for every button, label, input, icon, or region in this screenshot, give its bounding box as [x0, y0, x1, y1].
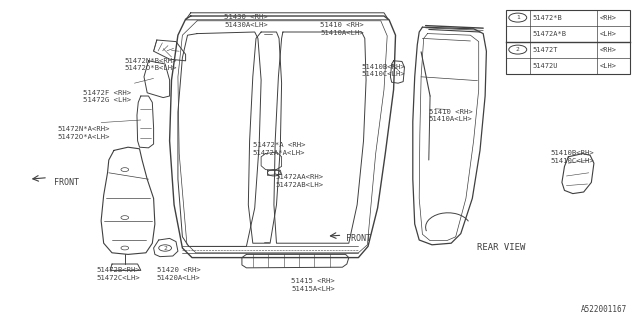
Text: <LH>: <LH>	[600, 63, 617, 68]
Text: 51410B<RH>
51410C<LH>: 51410B<RH> 51410C<LH>	[362, 64, 405, 77]
Text: 51472T: 51472T	[532, 47, 558, 52]
Text: <LH>: <LH>	[600, 31, 617, 36]
Text: 51472F <RH>
51472G <LH>: 51472F <RH> 51472G <LH>	[83, 90, 131, 103]
Text: 51472N*B<RH>
51472O*B<LH>: 51472N*B<RH> 51472O*B<LH>	[125, 58, 177, 71]
Text: FRONT: FRONT	[54, 178, 79, 187]
Text: 51472B<RH>
51472C<LH>: 51472B<RH> 51472C<LH>	[96, 267, 140, 281]
Text: FRONT: FRONT	[346, 234, 371, 243]
Text: <RH>: <RH>	[600, 47, 617, 52]
Text: 51410B<RH>
51410C<LH>: 51410B<RH> 51410C<LH>	[550, 150, 594, 164]
Bar	[506, 10, 630, 74]
Text: A522001167: A522001167	[581, 305, 627, 314]
Text: 2: 2	[163, 245, 167, 251]
Text: 51472AA<RH>
51472AB<LH>: 51472AA<RH> 51472AB<LH>	[275, 174, 323, 188]
Text: 51472*B: 51472*B	[532, 15, 562, 20]
Text: 51472U: 51472U	[532, 63, 558, 68]
Text: 51430 <RH>
51430A<LH>: 51430 <RH> 51430A<LH>	[224, 14, 268, 28]
Text: 51410 <RH>
51410A<LH>: 51410 <RH> 51410A<LH>	[320, 22, 364, 36]
Text: 1: 1	[516, 15, 520, 20]
Text: 51472*A <RH>
51472A*A<LH>: 51472*A <RH> 51472A*A<LH>	[253, 142, 305, 156]
Text: 51472A*B: 51472A*B	[532, 31, 566, 36]
Text: 2: 2	[516, 47, 520, 52]
Text: REAR VIEW: REAR VIEW	[477, 243, 525, 252]
Text: 51415 <RH>
51415A<LH>: 51415 <RH> 51415A<LH>	[291, 278, 335, 292]
Text: <RH>: <RH>	[600, 15, 617, 20]
Text: 51472N*A<RH>
51472O*A<LH>: 51472N*A<RH> 51472O*A<LH>	[58, 126, 110, 140]
Text: 51410 <RH>
51410A<LH>: 51410 <RH> 51410A<LH>	[429, 109, 472, 122]
Text: 51420 <RH>
51420A<LH>: 51420 <RH> 51420A<LH>	[157, 267, 200, 281]
Text: 1: 1	[272, 170, 276, 175]
